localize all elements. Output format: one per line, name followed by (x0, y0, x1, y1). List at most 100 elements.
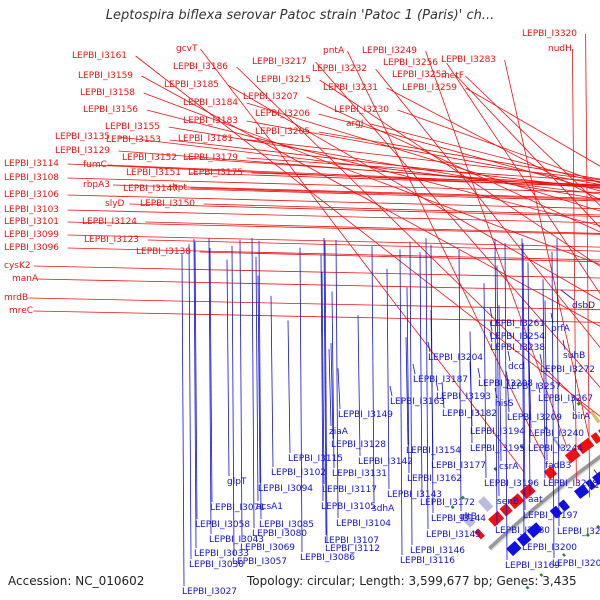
forward-gene-label: LEPBI_I3124 (82, 217, 137, 227)
gc-mark-inner (539, 573, 544, 577)
gc-mark-inner (586, 533, 590, 537)
reverse-gene-label: LEPBI_I3080 (252, 529, 307, 539)
forward-label-line (246, 120, 600, 185)
forward-label-line (375, 68, 600, 348)
forward-gene-label: mreC (9, 306, 33, 316)
forward-gene-label: LEPBI_I3217 (252, 57, 307, 67)
reverse-gene-label: LEPBI_I3142 (358, 457, 413, 467)
forward-label-line (241, 138, 600, 181)
reverse-label-line (386, 268, 390, 490)
reverse-gene-label: LEPBI_I3102 (271, 468, 326, 478)
reverse-gene-label: LEPBI_I3057 (232, 557, 287, 567)
reverse-gene-label: LEPBI_I3116 (400, 556, 455, 566)
reverse-gene-label: LEPBI_I3254 (490, 332, 545, 342)
reverse-label-line (556, 238, 560, 527)
forward-label-line (504, 59, 590, 437)
forward-gene-label: LEPBI_I3103 (4, 205, 59, 215)
forward-label-line (186, 188, 600, 202)
forward-label-line (67, 209, 600, 224)
forward-gene-label: LEPBI_I3179 (183, 153, 238, 163)
forward-label-line (189, 172, 600, 187)
forward-label-line (227, 84, 600, 301)
reverse-gene-label: LEPBI_I3204 (428, 353, 483, 363)
gc-mark-inner (596, 524, 600, 529)
forward-gene-label: LEPBI_I3159 (78, 71, 133, 81)
forward-label-line (246, 102, 600, 212)
forward-gene-label: LEPBI_I3283 (441, 55, 496, 65)
reverse-gene (585, 478, 597, 491)
reverse-label-line (412, 363, 416, 375)
tick-line (593, 469, 598, 475)
forward-gene-label: LEPBI_I3206 (255, 109, 310, 119)
reverse-gene-label: LEPBI_I3145 (426, 530, 481, 540)
reverse-gene-label: LEPBI_I3194 (470, 427, 525, 437)
reverse-label-line (483, 283, 487, 479)
reverse-gene-label: LEPBI_I3211 (557, 527, 600, 537)
forward-label-line (318, 113, 600, 192)
reverse-gene-label: LEPBI_I3187 (413, 375, 468, 385)
reverse-gene-label: LEPBI_I3104 (336, 519, 391, 529)
forward-label-line (118, 136, 600, 195)
reverse-gene-label: prfA (551, 324, 571, 334)
reverse-label-line (335, 239, 339, 519)
forward-gene-label: LEPBI_I3205 (255, 127, 310, 137)
forward-label-line (370, 123, 600, 184)
forward-gene (474, 528, 485, 540)
forward-gene (508, 493, 525, 510)
forward-label-line (199, 251, 600, 263)
reverse-label-line (193, 239, 197, 549)
forward-label-line (67, 163, 600, 188)
forward-gene-label: LEPBI_I3186 (173, 62, 228, 72)
reverse-gene-label: hisS (495, 399, 514, 409)
forward-label-line (315, 61, 600, 388)
reverse-gene-label: acsA1 (256, 502, 283, 512)
forward-label-line (67, 247, 600, 261)
gc-mark-inner (525, 585, 530, 590)
forward-label-line (135, 55, 600, 417)
forward-gene-label: mrdB (4, 293, 28, 303)
reverse-label-line (562, 339, 566, 351)
gc-mark-outer (493, 466, 498, 472)
feature-track-outer (477, 496, 494, 512)
reverse-label-line (258, 240, 262, 520)
reverse-label-line (239, 239, 243, 543)
reverse-gene-label: fadB3 (545, 461, 571, 471)
reverse-label-line (389, 385, 393, 397)
reverse-gene (558, 499, 570, 512)
reverse-label-line (528, 355, 532, 429)
forward-gene (519, 483, 536, 500)
forward-gene-label: LEPBI_I3099 (4, 230, 59, 240)
forward-gene-label: fumC (83, 160, 107, 170)
forward-label-line (246, 157, 600, 182)
reverse-gene (592, 471, 600, 486)
gc-mark-outer (544, 425, 549, 431)
reverse-gene-label: LEPBI_I3086 (300, 553, 355, 563)
forward-gene-label: LEPBI_I3161 (72, 51, 127, 61)
reverse-label-line (527, 262, 531, 495)
forward-gene-label: nudH (548, 44, 572, 54)
forward-gene-label: LEPBI_I3135 (55, 132, 110, 142)
reverse-gene-label: LEPBI_I3195 (470, 444, 525, 454)
reverse-label-line (489, 307, 493, 319)
forward-gene (543, 466, 558, 480)
reverse-label-line (337, 368, 341, 410)
forward-label-line (67, 221, 600, 235)
forward-gene-label: LEPBI_I3129 (55, 146, 110, 156)
forward-label-line (185, 157, 600, 187)
forward-label-line (33, 265, 600, 279)
reverse-gene-label: LEPBI_I3085 (259, 520, 314, 530)
reverse-label-line (489, 331, 493, 343)
forward-gene-label: LEPBI_I3184 (183, 98, 238, 108)
reverse-gene (526, 522, 543, 538)
forward-gene (499, 503, 513, 517)
reverse-gene-label: LEPBI_I3197 (523, 511, 578, 521)
feature-track-outer (460, 512, 476, 528)
label-lines (28, 33, 600, 587)
forward-gene-label: LEPBI_I3114 (4, 159, 59, 169)
forward-gene-label: LEPBI_I3249 (362, 46, 417, 56)
forward-label-line (397, 109, 600, 184)
forward-gene-label: LEPBI_I3152 (122, 153, 177, 163)
reverse-label-line (321, 272, 325, 485)
forward-label-line (386, 87, 600, 201)
